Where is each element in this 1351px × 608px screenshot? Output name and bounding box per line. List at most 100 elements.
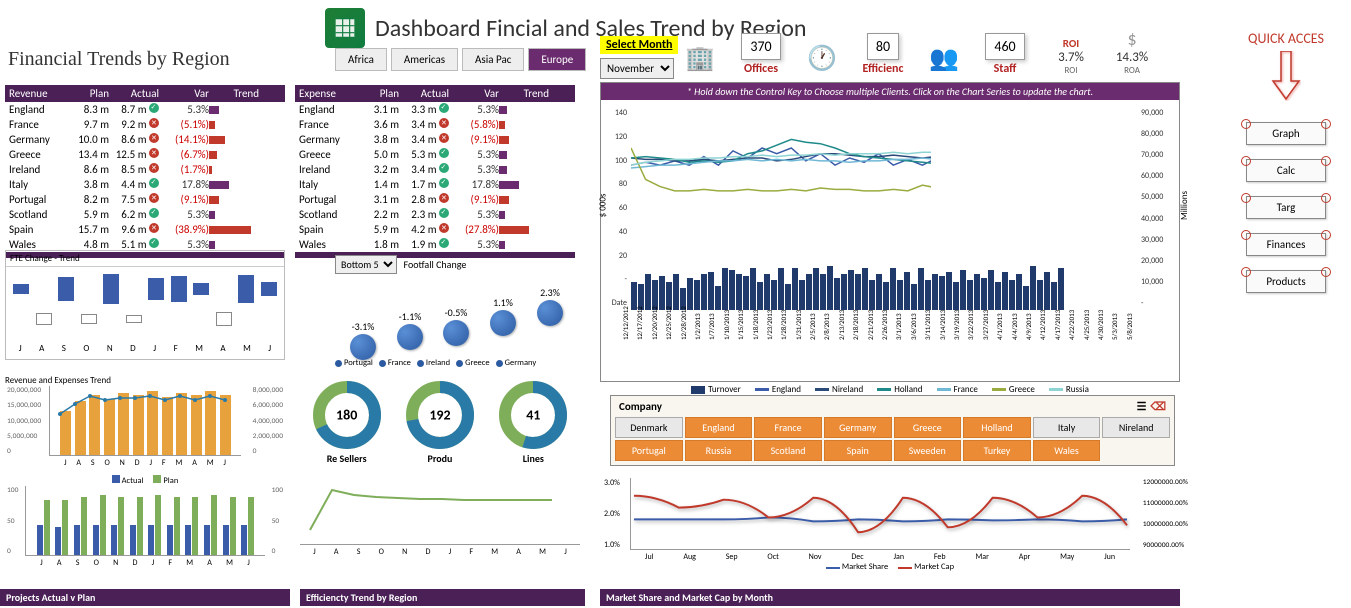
slicer-item-germany[interactable]: Germany: [824, 417, 892, 438]
revexp-chart: Revenue and Expenses Trend 20,000,00015,…: [5, 375, 285, 465]
eff-svg: [300, 485, 580, 544]
avp-footer: Projects Actual v Plan: [0, 589, 290, 606]
kpi-offices-value: 370: [741, 33, 780, 60]
slicer-item-greece[interactable]: Greece: [894, 417, 962, 438]
slicer-item-france[interactable]: France: [754, 417, 822, 438]
kpi-staff-label: Staff: [994, 62, 1017, 76]
region-tabs: AfricaAmericasAsia PacEurope: [335, 48, 586, 71]
qa-btn-finances[interactable]: Finances: [1246, 233, 1326, 256]
down-arrow-icon: [1271, 51, 1301, 101]
fte-chart: FTE Change - Trend JASONDJFMAMJ: [5, 250, 285, 360]
table-row: Italy3.8 m4.4 m 17.8%: [5, 177, 285, 192]
kpi-roa-value: 14.3%: [1116, 50, 1148, 65]
slicer-item-wales[interactable]: Wales: [1033, 440, 1101, 461]
chart-hint: * Hold down the Control Key to Choose mu…: [601, 83, 1179, 100]
region-btn-africa[interactable]: Africa: [335, 48, 387, 71]
revexp-bars: [49, 386, 241, 456]
fte-title: FTE Change - Trend: [6, 251, 284, 267]
slicer-item-holland[interactable]: Holland: [963, 417, 1031, 438]
main-trend-chart[interactable]: * Hold down the Control Key to Choose mu…: [600, 82, 1180, 382]
table-row: England3.1 m3.3 m 5.3%: [295, 102, 575, 117]
expense-table: ExpensePlanActualVarTrend England3.1 m3.…: [295, 85, 575, 258]
kpi-roa: $ 14.3% ROA: [1102, 28, 1162, 76]
company-slicer: Company ☰ ⌫ DenmarkEnglandFranceGermanyG…: [610, 395, 1175, 466]
ms-legend: Market Share Market Cap: [600, 562, 1180, 572]
region-btn-europe[interactable]: Europe: [528, 48, 586, 71]
slicer-multi-icon[interactable]: ☰: [1137, 400, 1147, 413]
revenue-table: RevenuePlanActualVarTrend England8.3 m8.…: [5, 85, 285, 258]
region-btn-asia-pac[interactable]: Asia Pac: [462, 48, 524, 71]
qa-btn-products[interactable]: Products: [1246, 270, 1326, 293]
slicer-item-nireland[interactable]: Nireland: [1102, 417, 1170, 438]
expense-table-body: England3.1 m3.3 m 5.3%France3.6 m3.4 m (…: [295, 102, 575, 252]
staff-icon: 👥: [924, 40, 964, 76]
revexp-title: Revenue and Expenses Trend: [5, 375, 285, 386]
slicer-item-portugal[interactable]: Portugal: [615, 440, 683, 461]
footfall-label: Footfall Change: [404, 258, 467, 271]
kpi-roi: ROI 3.7% ROI: [1046, 37, 1096, 76]
kpi-staff: 460 Staff: [970, 33, 1040, 76]
table-row: Germany10.0 m8.6 m (14.1%): [5, 132, 285, 147]
footfall-chart: Bottom 5 Footfall Change -3.1%-1.1%-0.5%…: [335, 255, 570, 375]
slicer-item-scotland[interactable]: Scotland: [754, 440, 822, 461]
offices-icon: 🏢: [680, 40, 720, 76]
qa-btn-graph[interactable]: Graph: [1246, 122, 1326, 145]
slicer-clear-icon[interactable]: ⌫: [1150, 400, 1166, 413]
avp-y: 100500: [7, 486, 18, 556]
kpi-eff-value: 80: [867, 33, 899, 60]
month-selector: Select Month November: [600, 36, 678, 79]
table-row: Spain5.9 m4.2 m (27.8%): [295, 222, 575, 237]
ms-footer: Market Share and Market Cap by Month: [600, 589, 1180, 606]
revenue-table-head: RevenuePlanActualVarTrend: [5, 85, 285, 102]
fte-bars: [6, 267, 284, 339]
table-row: Scotland2.2 m2.3 m 5.3%: [295, 207, 575, 222]
ms-yaxis2: 12000000.00%11000000.00%10000000.00%9000…: [1143, 478, 1188, 550]
kpi-offices-label: Offices: [744, 62, 778, 76]
kpi-eff-label: Efficienc: [862, 62, 903, 76]
table-row: Wales1.8 m1.9 m 5.3%: [295, 237, 575, 252]
qa-btn-calc[interactable]: Calc: [1246, 159, 1326, 182]
month-dropdown[interactable]: November: [600, 58, 674, 79]
kpi-roi-label: ROI: [1064, 65, 1077, 76]
ms-lines: [630, 478, 1130, 550]
efficiency-chart: JASONDJFMAMJ: [300, 485, 580, 573]
big-ylabel2: Millions: [1179, 191, 1190, 220]
table-row: Ireland3.2 m3.4 m 5.3%: [295, 162, 575, 177]
big-plot: 14012010080604020-Date 90,00080,00070,00…: [601, 100, 1179, 340]
select-month-label: Select Month: [600, 36, 678, 54]
slicer-item-spain[interactable]: Spain: [824, 440, 892, 461]
slicer-item-turkey[interactable]: Turkey: [963, 440, 1031, 461]
kpi-efficiency: 80 Efficienc: [848, 33, 918, 76]
market-share-chart: 3.0%2.0%1.0% 12000000.00%11000000.00%100…: [600, 478, 1180, 583]
footfall-dropdown[interactable]: Bottom 5: [335, 255, 397, 274]
kpi-staff-value: 460: [985, 33, 1024, 60]
revenue-table-body: England8.3 m8.7 m 5.3%France9.7 m9.2 m (…: [5, 102, 285, 252]
kpi-roi-value: 3.7%: [1058, 50, 1084, 65]
eff-line: [300, 485, 580, 545]
expense-table-head: ExpensePlanActualVarTrend: [295, 85, 575, 102]
sub-title: Financial Trends by Region: [8, 48, 230, 71]
kpi-offices: 370 Offices: [726, 33, 796, 76]
eff-footer: Efficiencty Trend by Region: [300, 589, 585, 606]
big-yaxis2: 90,00080,00070,00060,00050,00040,00030,0…: [1141, 108, 1177, 308]
table-row: Germany3.8 m3.4 m (9.1%): [295, 132, 575, 147]
slicer-item-denmark[interactable]: Denmark: [615, 417, 683, 438]
kpi-roa-label: ROA: [1124, 65, 1140, 76]
table-row: France3.6 m3.4 m (5.8%): [295, 117, 575, 132]
big-ylabel: $ 000s: [597, 194, 608, 218]
table-row: Portugal8.2 m7.5 m (9.1%): [5, 192, 285, 207]
table-row: Greece5.0 m5.3 m 5.3%: [295, 147, 575, 162]
region-btn-americas[interactable]: Americas: [391, 48, 458, 71]
donut-charts: 180Re Sellers192Produ41Lines: [300, 380, 580, 475]
slicer-item-italy[interactable]: Italy: [1033, 417, 1101, 438]
quick-access-panel: QUICK ACCES GraphCalcTargFinancesProduct…: [1231, 30, 1341, 307]
avp-y2: 100500: [272, 486, 283, 556]
qa-btn-targ[interactable]: Targ: [1246, 196, 1326, 219]
slicer-item-russia[interactable]: Russia: [685, 440, 753, 461]
ms-yaxis: 3.0%2.0%1.0%: [604, 478, 620, 550]
big-xaxis: 12/12/201212/17/201212/20/201212/25/2012…: [621, 290, 1139, 340]
qa-buttons: Graph Calc Targ Finances Products: [1231, 122, 1341, 293]
slicer-item-england[interactable]: England: [685, 417, 753, 438]
actual-vs-plan-chart: Actual Plan 100500 100500 JASONDJFMAMJ: [5, 475, 285, 585]
slicer-item-sweeden[interactable]: Sweeden: [894, 440, 962, 461]
